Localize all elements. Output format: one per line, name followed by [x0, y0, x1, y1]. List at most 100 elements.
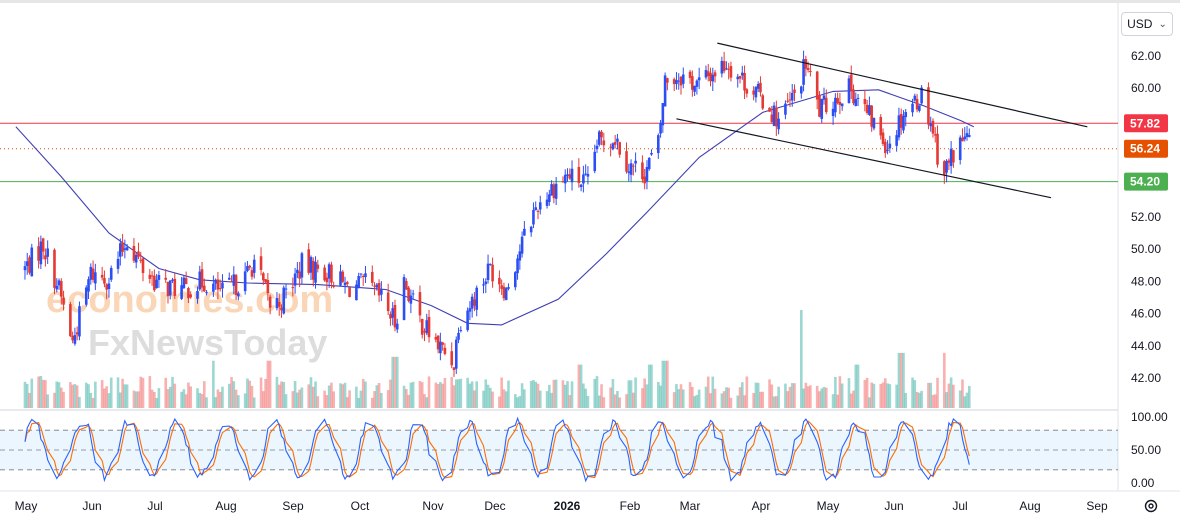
candle [554, 176, 558, 205]
volume-bar [563, 384, 567, 408]
time-axis[interactable]: May Jun Jul Aug Sep Oct Nov Dec 2026 Feb Mar Apr May… [15, 499, 1108, 513]
volume-bar [246, 378, 249, 408]
volume-bar [243, 393, 247, 408]
gear-icon[interactable] [1142, 497, 1160, 515]
candle [234, 273, 238, 300]
candle [232, 266, 236, 294]
volume-bar [443, 377, 447, 408]
candle [262, 271, 265, 285]
candle [491, 257, 494, 288]
candle [423, 328, 426, 342]
volume-bar [824, 387, 828, 408]
volume-bar [790, 383, 794, 408]
candle [584, 164, 587, 176]
volume-bar [504, 391, 508, 408]
candle [868, 96, 871, 116]
candle [611, 142, 615, 151]
volume-bar [738, 387, 742, 408]
volume-bar [802, 388, 805, 408]
volume-bar [820, 388, 824, 408]
candle [650, 149, 653, 156]
volume-bar [187, 382, 190, 408]
candle [300, 251, 304, 284]
candle [759, 76, 762, 97]
candle [30, 243, 34, 277]
candle [450, 342, 454, 369]
volume-bar [868, 397, 871, 408]
candle [323, 264, 326, 282]
price-axis[interactable]: 62.0060.0058.0056.0054.0052.0050.0048.00… [1131, 49, 1161, 385]
volume-bar [532, 380, 535, 408]
volume-bar [523, 389, 526, 408]
candle [212, 275, 215, 297]
volume-bar [761, 391, 765, 408]
candle [182, 275, 186, 289]
volume-bar [459, 378, 463, 408]
volume-bar [725, 387, 728, 408]
volume-bar [806, 386, 810, 408]
candle [91, 260, 95, 283]
time-tick-label: Feb [620, 499, 641, 513]
candle [391, 301, 395, 326]
volume-bar [600, 384, 603, 408]
volume-bar [30, 378, 34, 408]
candle [840, 103, 844, 111]
candle [884, 138, 887, 158]
volume-bar [691, 386, 694, 408]
volume-bar [879, 383, 883, 408]
volume-bar [616, 390, 619, 408]
candle [943, 160, 946, 184]
volume-bar [554, 379, 558, 408]
volume-bar [89, 392, 93, 408]
volume-bar [886, 383, 889, 408]
volume-bar [73, 384, 77, 408]
candle [952, 149, 955, 168]
volume-bar [314, 381, 317, 408]
oscillator-k-line [24, 416, 970, 483]
candle [203, 278, 206, 292]
volume-bar [647, 364, 651, 408]
candle [314, 256, 317, 289]
volume-bar [357, 397, 360, 408]
volume-bar [87, 384, 90, 408]
candle [441, 341, 444, 351]
chart-svg[interactable]: economies.com FxNewsToday 62.0060.0058.0… [0, 3, 1180, 521]
volume-bar [675, 384, 678, 408]
volume-bar [386, 390, 390, 408]
candle [586, 166, 590, 185]
volume-bar [818, 391, 821, 408]
candle [963, 127, 967, 142]
watermark-line1: economies.com [46, 279, 333, 321]
volume-bar [634, 377, 637, 408]
candle [55, 278, 59, 293]
volume-bar [173, 383, 177, 408]
volume-bar [434, 382, 438, 408]
volume-bar [933, 394, 937, 408]
volume-bar [727, 387, 730, 408]
volume-bar [627, 380, 631, 408]
candle [625, 142, 628, 174]
candle [482, 278, 485, 294]
candle [361, 274, 365, 286]
volume-bar [41, 379, 45, 408]
candle [736, 73, 740, 88]
volume-bar [963, 396, 967, 408]
candle [745, 88, 749, 98]
oscillator-axis[interactable]: 100.00 50.00 0.00 [1131, 410, 1168, 490]
candle [824, 89, 828, 115]
candle [282, 285, 286, 315]
volume-bar [216, 389, 220, 408]
currency-selector[interactable]: USD ⌄ [1121, 12, 1173, 36]
price-tag: 56.24 [1124, 139, 1168, 158]
volume-bar [920, 390, 923, 408]
volume-bar [200, 393, 204, 408]
candle [513, 270, 517, 291]
volume-bar [743, 395, 746, 408]
volume-bar [391, 356, 395, 408]
candle [341, 269, 345, 284]
candle [913, 93, 917, 102]
candle [332, 281, 335, 289]
volume-bar [681, 389, 685, 408]
candle [933, 127, 937, 143]
volume-bar [838, 376, 842, 408]
